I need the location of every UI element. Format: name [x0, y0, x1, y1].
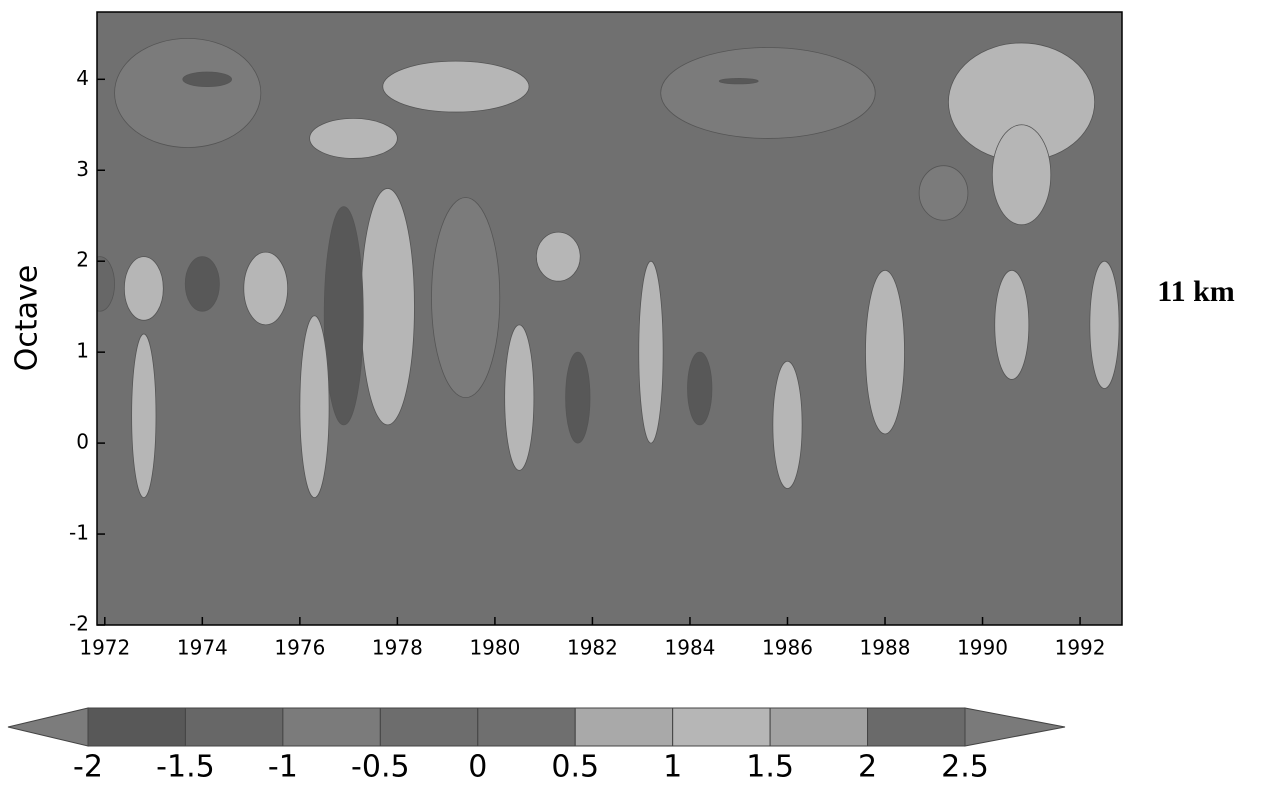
colorbar-segment: [282, 707, 381, 747]
axes: 1972 1974 1976 1978 1980 1982 1984 1986 1988 1990…: [69, 66, 1105, 660]
y-tick-label: -1: [69, 521, 89, 545]
contour-region: [638, 260, 664, 444]
colorbar-label: -1.5: [156, 750, 215, 785]
x-tick-label: 1974: [177, 636, 228, 660]
colorbar-label: 0.5: [551, 750, 599, 785]
colorbar-segment: [672, 707, 771, 747]
y-tick-label: -2: [69, 612, 89, 636]
colorbar: -2 -1.5 -1 -0.5 0 0.5 1 1.5 2 2.5: [7, 707, 1066, 785]
colorbar-extend-high: [964, 707, 1066, 747]
contour-region: [97, 256, 115, 312]
contour-region: [323, 206, 364, 426]
x-tick-label: 1980: [469, 636, 520, 660]
colorbar-label: 0: [468, 750, 487, 785]
colorbar-extend-low: [7, 707, 89, 747]
colorbar-label: -2: [73, 750, 103, 785]
y-axis-label: Octave: [10, 265, 45, 371]
contour-region: [382, 60, 530, 113]
contour-region: [865, 269, 905, 435]
contour-region: [182, 71, 232, 87]
contour-region: [1089, 260, 1120, 389]
contour-region: [123, 256, 164, 321]
colorbar-label: 2.5: [941, 750, 989, 785]
contour-region: [991, 124, 1052, 226]
contour-region: [184, 256, 220, 312]
contour-region: [431, 197, 501, 399]
contour-region: [360, 188, 415, 426]
colorbar-label: 1.5: [746, 750, 794, 785]
colorbar-segment: [184, 707, 284, 747]
x-tick-label: 1988: [860, 636, 911, 660]
y-tick-label: 4: [76, 66, 89, 90]
side-label: 11 km: [1157, 275, 1235, 308]
x-tick-label: 1992: [1055, 636, 1106, 660]
x-tick-label: 1984: [665, 636, 716, 660]
contour-region: [114, 37, 262, 148]
colorbar-segment: [87, 707, 186, 747]
colorbar-segment: [867, 707, 966, 747]
y-tick-label: 1: [76, 339, 89, 363]
contour-region: [309, 118, 398, 159]
x-tick-label: 1976: [274, 636, 325, 660]
contour-region: [660, 47, 876, 139]
colorbar-label: -1: [268, 750, 298, 785]
contour-region: [772, 360, 803, 489]
contour-region: [504, 324, 535, 471]
contour-region: [918, 165, 969, 221]
y-tick-label: 0: [76, 430, 89, 454]
x-tick-label: 1990: [957, 636, 1008, 660]
x-tick-label: 1972: [79, 636, 130, 660]
plot-area: [97, 12, 1122, 625]
x-tick-label: 1982: [567, 636, 618, 660]
colorbar-segment: [379, 707, 479, 747]
contour-region: [994, 269, 1030, 380]
colorbar-label: 2: [858, 750, 877, 785]
contour-region: [243, 251, 289, 326]
contour-region: [687, 351, 713, 426]
contour-region: [299, 315, 330, 499]
contour-region: [718, 77, 759, 85]
colorbar-label: 1: [663, 750, 682, 785]
plot-frame: [96, 11, 1123, 626]
y-tick-label: 2: [76, 248, 89, 272]
colorbar-segment: [769, 707, 869, 747]
contour-region: [131, 333, 157, 499]
contour-region: [535, 231, 581, 282]
colorbar-segment: [574, 707, 674, 747]
x-tick-label: 1978: [372, 636, 423, 660]
x-tick-label: 1986: [762, 636, 813, 660]
y-tick-label: 3: [76, 157, 89, 181]
colorbar-segment: [477, 707, 576, 747]
contour-region: [565, 351, 591, 444]
colorbar-label: -0.5: [351, 750, 410, 785]
